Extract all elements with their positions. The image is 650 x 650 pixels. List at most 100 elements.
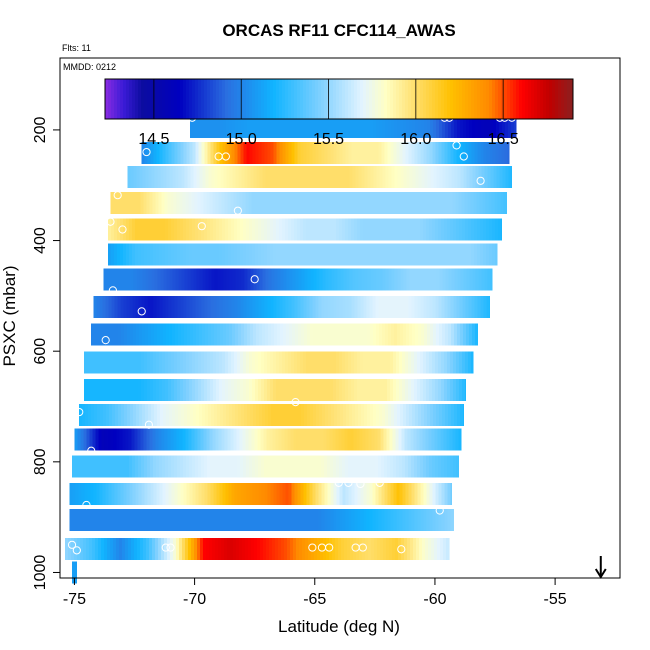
heatmap-cell bbox=[91, 403, 95, 426]
heatmap-cell bbox=[437, 428, 442, 451]
heatmap-cell bbox=[387, 142, 392, 165]
heatmap-cell bbox=[381, 508, 386, 531]
heatmap-cell bbox=[283, 323, 287, 346]
heatmap-cell bbox=[309, 482, 314, 505]
heatmap-cell bbox=[188, 191, 193, 214]
heatmap-cell bbox=[246, 482, 251, 505]
heatmap-cell bbox=[276, 142, 281, 165]
heatmap-cell bbox=[212, 191, 217, 214]
heatmap-cell bbox=[364, 403, 368, 426]
heatmap-cell bbox=[166, 403, 170, 426]
heatmap-cell bbox=[126, 482, 131, 505]
heatmap-cell bbox=[319, 538, 324, 561]
heatmap-cell bbox=[414, 243, 418, 266]
heatmap-cell bbox=[87, 378, 91, 401]
heatmap-band bbox=[108, 243, 498, 266]
heatmap-cell bbox=[417, 116, 422, 139]
colorbar-segment bbox=[444, 79, 448, 119]
heatmap-bands bbox=[64, 116, 517, 584]
heatmap-cell bbox=[171, 455, 175, 478]
heatmap-cell bbox=[225, 243, 229, 266]
heatmap-cell bbox=[204, 455, 208, 478]
heatmap-cell bbox=[70, 538, 75, 561]
heatmap-cell bbox=[384, 243, 388, 266]
heatmap-cell bbox=[354, 243, 358, 266]
y-tick-label: 800 bbox=[32, 448, 49, 475]
heatmap-cell bbox=[258, 378, 262, 401]
heatmap-cell bbox=[177, 351, 181, 374]
heatmap-cell bbox=[93, 455, 97, 478]
heatmap-cell bbox=[233, 428, 238, 451]
heatmap-cell bbox=[187, 268, 191, 291]
heatmap-cell bbox=[138, 351, 142, 374]
heatmap-cell bbox=[330, 455, 334, 478]
heatmap-cell bbox=[135, 378, 139, 401]
heatmap-cell bbox=[432, 351, 436, 374]
heatmap-cell bbox=[351, 116, 356, 139]
heatmap-cell bbox=[423, 295, 428, 318]
heatmap-cell bbox=[276, 378, 280, 401]
heatmap-cell bbox=[393, 508, 398, 531]
heatmap-cell bbox=[162, 455, 166, 478]
heatmap-cell bbox=[354, 351, 358, 374]
heatmap-cell bbox=[322, 323, 326, 346]
heatmap-cell bbox=[324, 116, 329, 139]
heatmap-cell bbox=[399, 218, 403, 241]
heatmap-cell bbox=[222, 351, 226, 374]
heatmap-cell bbox=[360, 243, 364, 266]
heatmap-cell bbox=[435, 116, 440, 139]
heatmap-cell bbox=[430, 165, 434, 188]
heatmap-cell bbox=[295, 403, 299, 426]
heatmap-cell bbox=[426, 295, 431, 318]
heatmap-cell bbox=[354, 142, 359, 165]
heatmap-cell bbox=[192, 378, 196, 401]
heatmap-cell bbox=[387, 508, 392, 531]
heatmap-cell bbox=[223, 323, 227, 346]
colorbar-segment bbox=[204, 79, 208, 119]
heatmap-cell bbox=[291, 351, 295, 374]
heatmap-cell bbox=[130, 538, 135, 561]
heatmap-cell bbox=[252, 455, 256, 478]
heatmap-cell bbox=[211, 323, 215, 346]
heatmap-cell bbox=[457, 403, 461, 426]
heatmap-cell bbox=[111, 455, 115, 478]
heatmap-cell bbox=[127, 403, 131, 426]
heatmap-cell bbox=[268, 268, 272, 291]
heatmap-cell bbox=[201, 243, 205, 266]
heatmap-cell bbox=[258, 243, 262, 266]
heatmap-cell bbox=[247, 268, 251, 291]
heatmap-cell bbox=[246, 142, 251, 165]
heatmap-cell bbox=[235, 165, 239, 188]
heatmap-cell bbox=[114, 378, 118, 401]
heatmap-cell bbox=[216, 243, 220, 266]
heatmap-cell bbox=[480, 116, 485, 139]
heatmap-cell bbox=[222, 508, 227, 531]
colorbar-segment bbox=[402, 79, 406, 119]
heatmap-cell bbox=[342, 482, 347, 505]
heatmap-cell bbox=[421, 268, 425, 291]
heatmap-cell bbox=[340, 165, 344, 188]
heatmap-cell bbox=[336, 378, 340, 401]
heatmap-cell bbox=[348, 142, 353, 165]
heatmap-cell bbox=[448, 165, 452, 188]
heatmap-cell bbox=[494, 191, 499, 214]
heatmap-cell bbox=[72, 455, 76, 478]
heatmap-cell bbox=[408, 508, 413, 531]
heatmap-cell bbox=[318, 295, 323, 318]
heatmap-cell bbox=[456, 142, 461, 165]
heatmap-cell bbox=[183, 482, 188, 505]
heatmap-cell bbox=[204, 378, 208, 401]
heatmap-cell bbox=[163, 538, 168, 561]
heatmap-cell bbox=[457, 323, 461, 346]
heatmap-cell bbox=[369, 378, 373, 401]
heatmap-cell bbox=[108, 508, 113, 531]
heatmap-cell bbox=[294, 142, 299, 165]
heatmap-cell bbox=[513, 116, 517, 139]
heatmap-cell bbox=[287, 428, 292, 451]
heatmap-cell bbox=[408, 116, 413, 139]
heatmap-cell bbox=[403, 403, 407, 426]
heatmap-cell bbox=[108, 455, 112, 478]
heatmap-cell bbox=[184, 165, 188, 188]
heatmap-cell bbox=[276, 508, 281, 531]
heatmap-cell bbox=[178, 323, 182, 346]
